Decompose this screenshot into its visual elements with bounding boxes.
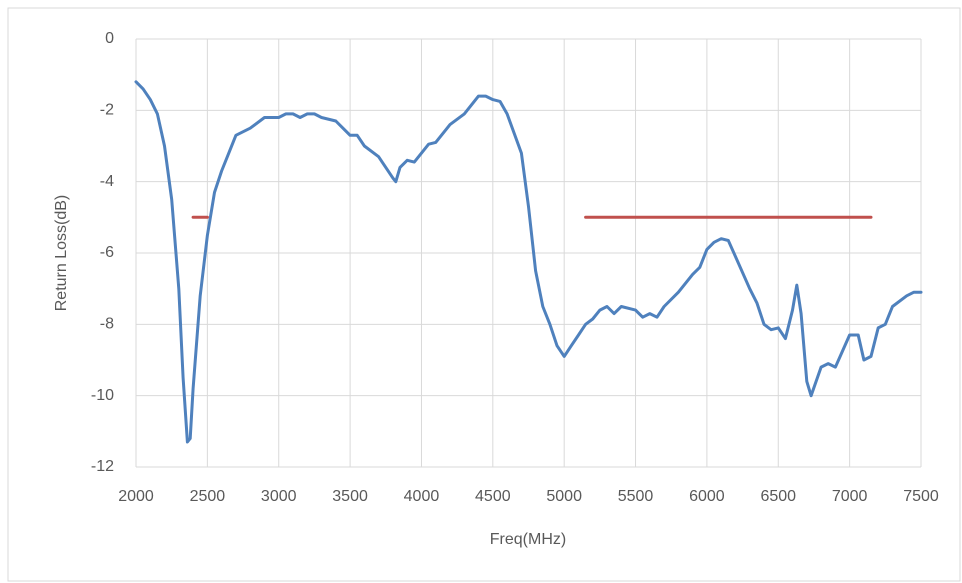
y-tick-label: 0 (105, 30, 114, 47)
x-tick-label: 7500 (903, 488, 939, 505)
x-tick-label: 3500 (332, 488, 368, 505)
x-axis-label: Freq(MHz) (490, 531, 566, 548)
x-tick-label: 4500 (475, 488, 511, 505)
x-tick-label: 5500 (618, 488, 654, 505)
x-tick-label: 6000 (689, 488, 725, 505)
x-tick-label: 2000 (118, 488, 154, 505)
y-tick-label: -12 (91, 458, 114, 475)
y-axis-label: Return Loss(dB) (53, 195, 70, 312)
y-tick-label: -4 (100, 173, 114, 190)
y-tick-label: -8 (100, 316, 114, 333)
x-tick-label: 7000 (832, 488, 868, 505)
x-tick-label: 5000 (546, 488, 582, 505)
x-tick-label: 3000 (261, 488, 297, 505)
chart-frame (7, 7, 961, 582)
x-tick-label: 6500 (760, 488, 796, 505)
x-tick-label: 2500 (190, 488, 226, 505)
x-tick-label: 4000 (404, 488, 440, 505)
line-series (134, 80, 923, 444)
y-tick-label: -10 (91, 387, 114, 404)
y-tick-label: -2 (100, 102, 114, 119)
y-tick-label: -6 (100, 244, 114, 261)
